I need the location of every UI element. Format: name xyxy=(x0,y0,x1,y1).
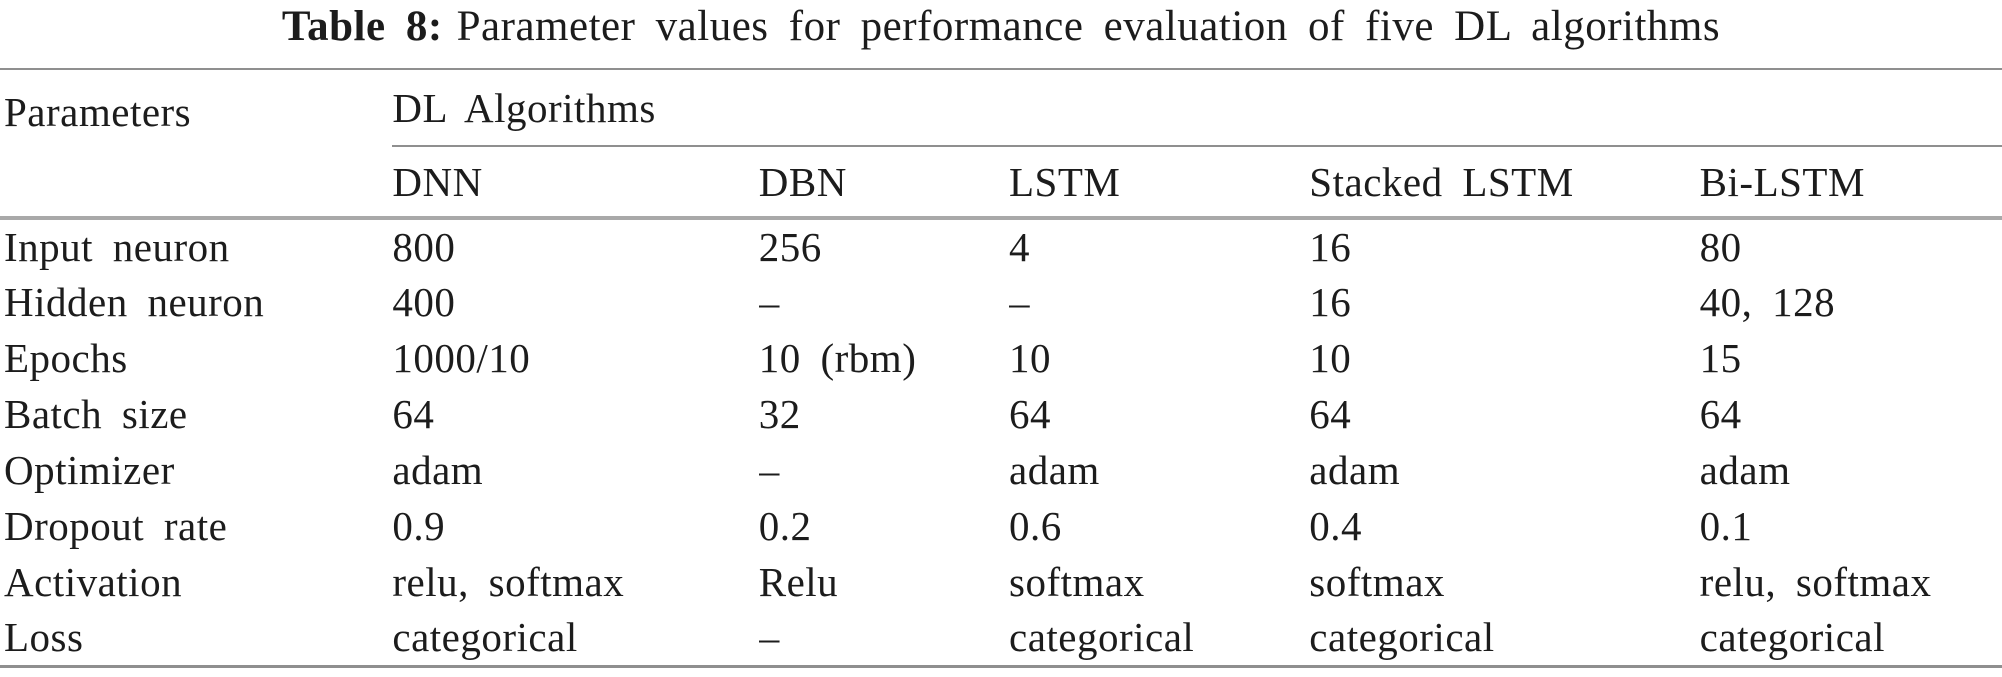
row-label: Loss xyxy=(4,614,84,661)
table-cell: 256 xyxy=(758,224,822,270)
table-cell: Relu xyxy=(758,559,839,605)
table-cell: 0.1 xyxy=(1699,503,1753,549)
table-cell: 0.2 xyxy=(758,503,812,549)
parameters-table: Parameters DL Algorithms DNN DBN LSTM St… xyxy=(0,68,2002,668)
table-cell: 0.4 xyxy=(1309,503,1363,549)
row-label: Hidden neuron xyxy=(4,279,265,325)
table-cell: 32 xyxy=(758,391,801,437)
table-cell: 40, 128 xyxy=(1699,279,1836,325)
row-label: Activation xyxy=(4,559,183,605)
table-row: Dropout rate 0.9 0.2 0.6 0.4 0.1 xyxy=(0,498,2002,554)
row-label: Input neuron xyxy=(4,224,230,270)
table-cell: – xyxy=(758,279,780,325)
row-label: Optimizer xyxy=(4,447,175,493)
column-header-bi-lstm: Bi-LSTM xyxy=(1699,146,2002,220)
table-caption-text: Parameter values for performance evaluat… xyxy=(456,3,1721,50)
table-cell: 400 xyxy=(392,279,456,325)
table-cell: 64 xyxy=(392,391,435,437)
row-label: Dropout rate xyxy=(4,503,228,549)
table-cell: 4 xyxy=(1009,224,1030,270)
table-cell: relu, softmax xyxy=(1699,559,1932,605)
table-cell: 16 xyxy=(1309,279,1352,325)
table-cell: categorical xyxy=(1009,614,1195,661)
table-caption-label: Table 8: xyxy=(281,3,443,50)
table-cell: 800 xyxy=(392,224,456,270)
table-cell: adam xyxy=(392,447,484,493)
table-row: Hidden neuron 400 – – 16 40, 128 xyxy=(0,274,2002,330)
column-header-dnn: DNN xyxy=(392,146,759,220)
column-header-dbn: DBN xyxy=(758,146,1009,220)
table-row: Activation relu, softmax Relu softmax so… xyxy=(0,554,2002,610)
table-cell: 80 xyxy=(1699,224,1742,270)
table-cell: 64 xyxy=(1699,391,1742,437)
table-cell: 0.9 xyxy=(392,503,446,549)
table-row: Batch size 64 32 64 64 64 xyxy=(0,386,2002,442)
table-cell: 1000/10 xyxy=(392,335,531,381)
table-cell: categorical xyxy=(392,614,578,661)
group-header-row: Parameters DL Algorithms xyxy=(0,69,2002,220)
table-cell: – xyxy=(758,447,780,493)
table-row: Optimizer adam – adam adam adam xyxy=(0,442,2002,498)
row-label: Epochs xyxy=(4,335,128,381)
group-header-dl-algorithms: DL Algorithms xyxy=(392,69,2002,147)
table-cell: softmax xyxy=(1309,559,1445,605)
table-cell: 64 xyxy=(1009,391,1051,437)
table-row: Loss categorical – categorical categoric… xyxy=(0,610,2002,666)
corner-header-parameters: Parameters xyxy=(0,69,393,220)
table-cell: 64 xyxy=(1309,391,1352,437)
table-cell: 10 xyxy=(1009,335,1051,381)
table-cell: 10 xyxy=(1309,335,1352,381)
table-cell: 0.6 xyxy=(1009,503,1062,549)
table-cell: adam xyxy=(1009,447,1100,493)
row-label: Batch size xyxy=(4,391,188,437)
table-cell: categorical xyxy=(1309,614,1495,661)
column-header-row: DNN DBN LSTM Stacked LSTM Bi-LSTM xyxy=(0,146,2002,220)
table-cell: adam xyxy=(1309,447,1401,493)
table-cell: softmax xyxy=(1009,559,1145,605)
column-header-stacked-lstm: Stacked LSTM xyxy=(1309,146,1700,220)
table-cell: 15 xyxy=(1699,335,1742,381)
table-cell: – xyxy=(758,614,780,661)
table-cell: relu, softmax xyxy=(392,559,625,605)
table-cell: adam xyxy=(1699,447,1791,493)
table-cell: 10 (rbm) xyxy=(758,335,917,381)
column-header-lstm: LSTM xyxy=(1009,146,1310,220)
table-cell: – xyxy=(1009,279,1030,325)
table-cell: 16 xyxy=(1309,224,1352,270)
table-row: Epochs 1000/10 10 (rbm) 10 10 15 xyxy=(0,330,2002,386)
table-row: Input neuron 800 256 4 16 80 xyxy=(0,218,2002,274)
table-cell: categorical xyxy=(1699,614,1885,661)
table-caption: Table 8: Parameter values for performance… xyxy=(0,0,2002,68)
